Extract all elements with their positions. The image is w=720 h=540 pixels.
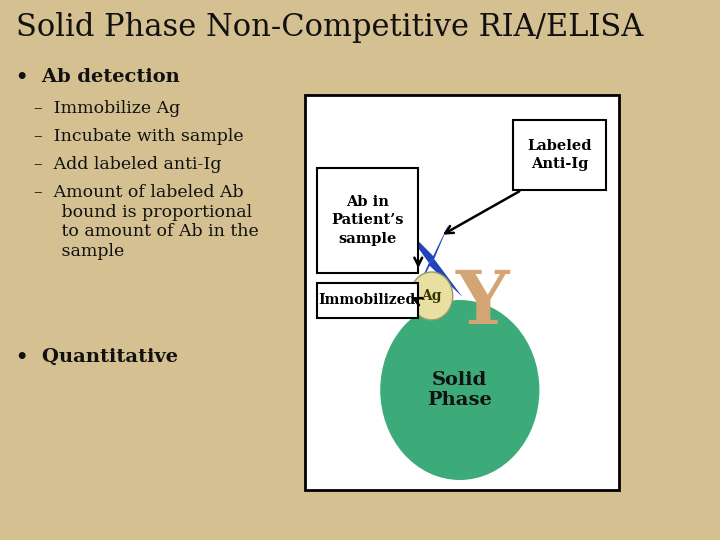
Text: Ag: Ag bbox=[421, 289, 442, 303]
FancyBboxPatch shape bbox=[513, 120, 606, 190]
Text: Solid Phase Non-Competitive RIA/ELISA: Solid Phase Non-Competitive RIA/ELISA bbox=[16, 12, 643, 43]
Text: Immobilized: Immobilized bbox=[319, 294, 416, 307]
Polygon shape bbox=[429, 259, 462, 297]
Text: Y: Y bbox=[456, 267, 510, 341]
Text: Ab in
Patient’s
sample: Ab in Patient’s sample bbox=[331, 195, 404, 246]
Text: –  Add labeled anti-Ig: – Add labeled anti-Ig bbox=[34, 156, 221, 173]
Polygon shape bbox=[429, 223, 449, 265]
FancyBboxPatch shape bbox=[317, 283, 418, 318]
Circle shape bbox=[380, 300, 539, 480]
Text: –  Incubate with sample: – Incubate with sample bbox=[34, 128, 243, 145]
Text: •  Quantitative: • Quantitative bbox=[16, 348, 178, 366]
Text: •  Ab detection: • Ab detection bbox=[16, 68, 180, 86]
Text: Labeled
Anti-Ig: Labeled Anti-Ig bbox=[527, 139, 592, 171]
FancyBboxPatch shape bbox=[317, 168, 418, 273]
FancyBboxPatch shape bbox=[305, 95, 619, 490]
Polygon shape bbox=[414, 257, 434, 297]
Polygon shape bbox=[400, 223, 434, 263]
Text: Solid
Phase: Solid Phase bbox=[428, 370, 492, 409]
Text: –  Amount of labeled Ab
     bound is proportional
     to amount of Ab in the
 : – Amount of labeled Ab bound is proporti… bbox=[34, 184, 258, 260]
Text: –  Immobilize Ag: – Immobilize Ag bbox=[34, 100, 180, 117]
Circle shape bbox=[410, 272, 453, 320]
